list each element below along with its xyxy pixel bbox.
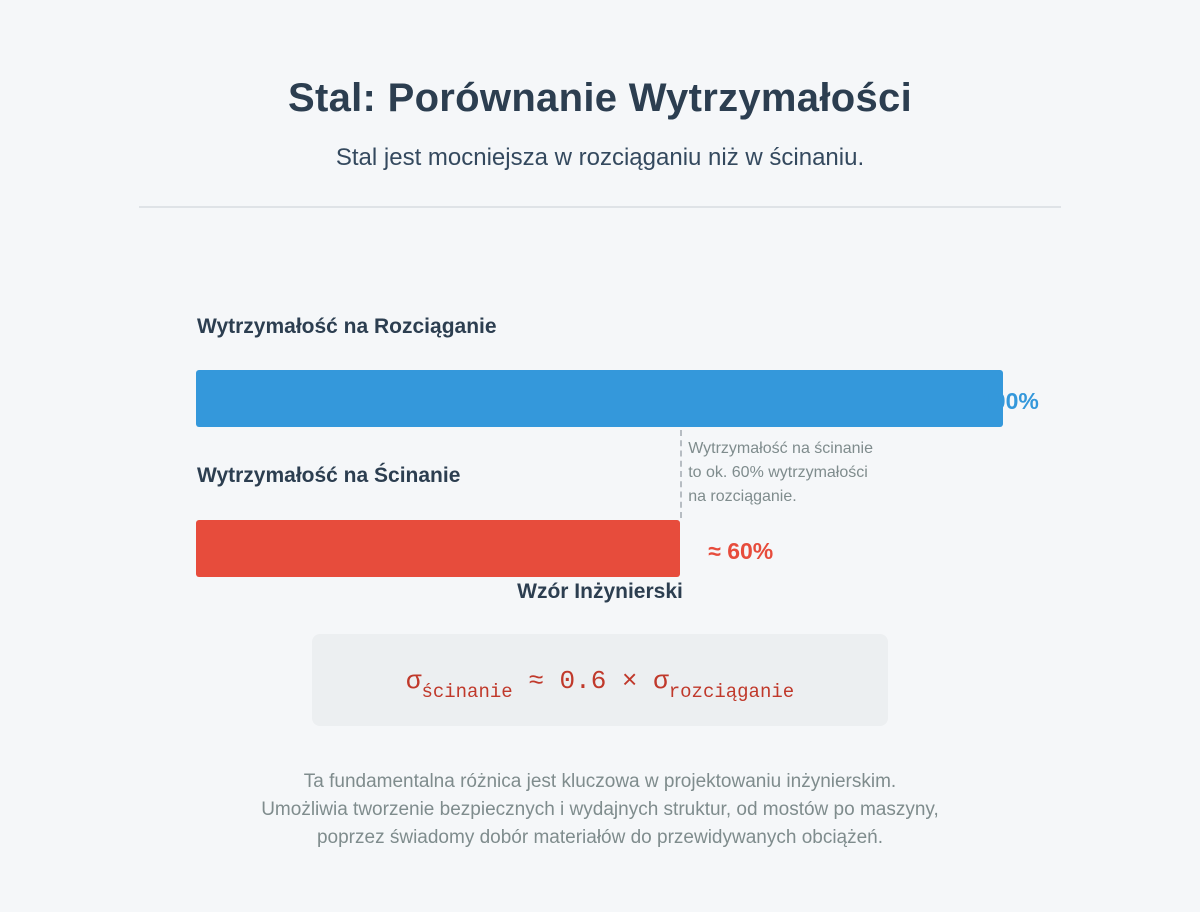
formula-heading: Wzór Inżynierski (517, 580, 683, 603)
footer-text: Ta fundamentalna różnica jest kluczowa w… (0, 768, 1200, 852)
annotation-dashed-line (680, 430, 683, 518)
formula-times-operator: × (621, 666, 638, 696)
formula-box (312, 634, 888, 726)
annotation-line: to ok. 60% wytrzymałości (688, 464, 868, 481)
annotation-line: na rozciąganie. (688, 488, 797, 505)
formula-rhs-subscript: rozciąganie (668, 681, 795, 703)
tensile-value-label: 100% (980, 388, 1039, 414)
formula: σścinanie ≈ 0.6 × σrozciąganie (312, 666, 888, 702)
annotation-line: Wytrzymałość na ścinanie (688, 440, 873, 457)
header-divider (139, 206, 1061, 208)
page-subtitle: Stal jest mocniejsza w rozciąganiu niż w… (335, 144, 865, 171)
page-title: Stal: Porównanie Wytrzymałości (288, 76, 912, 120)
shear-value-label: ≈ 60% (708, 538, 774, 564)
footer-line: poprzez świadomy dobór materiałów do prz… (316, 827, 884, 848)
formula-coefficient: 0.6 (559, 666, 607, 696)
formula-lhs-subscript: ścinanie (421, 681, 513, 703)
footer-line: Ta fundamentalna różnica jest kluczowa w… (303, 771, 897, 792)
tensile-strength-bar (196, 370, 1003, 427)
footer-line: Umożliwia tworzenie bezpiecznych i wydaj… (261, 799, 939, 820)
formula-rhs-symbol: σ (653, 666, 669, 696)
annotation-text: Wytrzymałość na ścinanie to ok. 60% wytr… (688, 437, 918, 509)
shear-bar-label: Wytrzymałość na Ścinanie (197, 464, 461, 487)
formula-lhs-symbol: σ (405, 666, 422, 696)
formula-approx-operator: ≈ (528, 666, 544, 696)
tensile-bar-label: Wytrzymałość na Rozciąganie (197, 315, 497, 338)
shear-strength-bar (196, 520, 681, 577)
